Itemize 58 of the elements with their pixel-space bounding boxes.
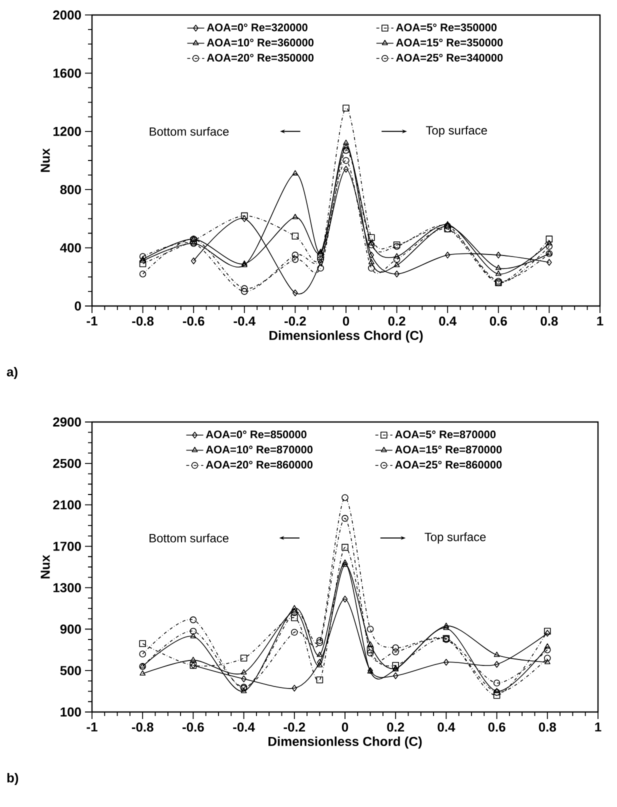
x-tick-label: 0	[342, 316, 350, 326]
x-tick-label: -0.8	[132, 316, 154, 326]
x-tick-label: 0.4	[439, 316, 457, 326]
legend-label: AOA=25° Re=860000	[395, 460, 502, 469]
x-tick-label: -0.6	[182, 316, 204, 326]
x-tick-label: -1	[86, 316, 98, 326]
annotation: Top surface	[426, 126, 487, 137]
legend-label: AOA=0° Re=850000	[206, 430, 306, 438]
x-tick-label: -1	[86, 722, 98, 732]
y-axis-title: Nux	[40, 148, 50, 172]
annotation: Top surface	[424, 532, 486, 544]
x-tick-label: -0.4	[234, 316, 256, 326]
y-tick-label: 1200	[53, 126, 81, 136]
y-tick-label: 1600	[53, 68, 81, 78]
y-tick-label: 1300	[53, 583, 81, 592]
x-tick-label: -0.8	[132, 722, 154, 732]
text: b)	[7, 772, 18, 786]
annotation: Bottom surface	[150, 127, 229, 136]
legend-label: AOA=5° Re=350000	[396, 24, 497, 32]
y-tick-label: 2500	[53, 458, 81, 468]
legend-label: AOA=25° Re=340000	[396, 54, 503, 62]
x-tick-label: -0.2	[284, 722, 306, 732]
x-tick-label: 0.8	[540, 316, 558, 326]
legend-label: AOA=15° Re=350000	[396, 38, 503, 46]
x-tick-label: 0.2	[388, 316, 406, 326]
legend-label: AOA=15° Re=870000	[395, 446, 502, 454]
text: a)	[6, 366, 18, 380]
x-tick-label: -0.4	[233, 722, 255, 732]
x-axis-title: Dimensionless Chord (C)	[270, 330, 423, 343]
x-tick-label: 1	[595, 722, 602, 732]
y-tick-label: 2900	[53, 417, 81, 427]
y-tick-label: 2100	[53, 500, 81, 510]
legend-label: AOA=20° Re=860000	[206, 460, 313, 469]
y-tick-label: 1700	[53, 542, 81, 551]
y-tick-label: 800	[60, 185, 81, 194]
x-tick-label: -0.6	[182, 722, 204, 732]
legend-label: AOA=5° Re=870000	[395, 430, 496, 438]
y-tick-label: 0	[74, 301, 81, 311]
x-tick-label: 0.4	[438, 722, 456, 732]
y-tick-label: 500	[60, 666, 81, 676]
y-axis-title: Nux	[40, 554, 50, 578]
annotation: Bottom surface	[150, 534, 228, 542]
legend-label: AOA=20° Re=350000	[206, 54, 314, 62]
legend-label: AOA=10° Re=360000	[206, 38, 314, 46]
x-tick-label: 0.8	[538, 722, 556, 732]
x-tick-label: -0.2	[284, 316, 306, 326]
legend-label: AOA=0° Re=320000	[206, 24, 308, 32]
x-tick-label: 1	[597, 316, 604, 326]
x-tick-label: 0.6	[490, 316, 507, 326]
legend-label: AOA=10° Re=870000	[206, 446, 313, 454]
x-tick-label: 0.6	[488, 722, 506, 732]
x-tick-label: 0.2	[387, 722, 404, 732]
y-tick-label: 400	[60, 243, 81, 252]
x-axis-title: Dimensionless Chord (C)	[268, 736, 422, 749]
x-tick-label: 0	[342, 722, 348, 732]
y-tick-label: 100	[60, 707, 81, 717]
y-tick-label: 2000	[53, 10, 81, 20]
y-tick-label: 900	[60, 624, 81, 634]
